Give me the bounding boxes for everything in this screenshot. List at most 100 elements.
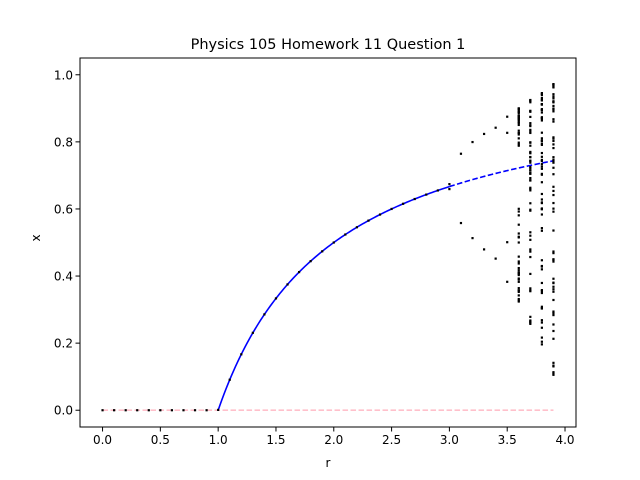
orbit-point: [552, 161, 555, 164]
orbit-point: [517, 289, 520, 292]
orbit-point: [517, 223, 520, 226]
orbit-point: [540, 268, 543, 271]
orbit-point: [529, 101, 532, 104]
orbit-point: [529, 159, 532, 162]
orbit-point: [517, 214, 520, 217]
orbit-point: [540, 340, 543, 343]
orbit-point: [540, 158, 543, 161]
orbit-point: [540, 281, 543, 285]
orbit-point: [540, 163, 543, 166]
orbit-point: [529, 161, 532, 164]
orbit-point: [552, 260, 555, 263]
orbit-point: [540, 103, 543, 106]
y-tick-label: 0.8: [54, 135, 73, 149]
orbit-point: [159, 409, 162, 412]
orbit-point: [471, 237, 474, 240]
unstable-fixed-point-line: [449, 160, 554, 188]
orbit-point: [552, 288, 555, 291]
orbit-point: [540, 92, 543, 95]
x-tick-label: 3.0: [440, 433, 459, 447]
orbit-point: [540, 94, 543, 97]
orbit-point: [286, 283, 289, 286]
orbit-point: [552, 110, 555, 113]
orbit-point: [298, 271, 301, 274]
orbit-point: [552, 285, 555, 288]
orbit-point: [529, 250, 532, 253]
orbit-point: [367, 219, 370, 222]
orbit-point: [552, 156, 555, 159]
orbit-point: [529, 272, 532, 276]
y-tick-label: 0.4: [54, 270, 73, 284]
orbit-point: [529, 186, 532, 189]
chart-title: Physics 105 Homework 11 Question 1: [191, 37, 466, 53]
orbit-point: [517, 255, 520, 258]
orbit-point: [517, 266, 520, 270]
orbit-point: [552, 329, 555, 333]
orbit-point: [552, 207, 555, 210]
orbit-point: [552, 107, 555, 110]
orbit-point: [344, 233, 347, 236]
orbit-point: [552, 193, 555, 197]
orbit-point: [552, 139, 555, 143]
plot-area: [101, 83, 555, 412]
orbit-point: [517, 141, 520, 144]
orbit-point: [506, 131, 509, 134]
orbit-point: [552, 313, 555, 317]
orbit-point: [529, 124, 532, 127]
orbit-point: [529, 287, 532, 290]
orbit-point: [540, 213, 543, 216]
orbit-point: [517, 210, 520, 213]
orbit-point: [517, 123, 520, 127]
orbit-point: [529, 141, 532, 144]
orbit-point: [390, 207, 393, 211]
orbit-point: [552, 104, 555, 108]
orbit-point: [517, 111, 520, 115]
orbit-point: [552, 83, 555, 86]
x-tick-label: 2.0: [324, 433, 343, 447]
orbit-point: [540, 326, 543, 329]
y-tick-label: 0.0: [54, 404, 73, 418]
orbit-point: [517, 262, 520, 265]
orbit-point: [321, 250, 324, 253]
orbit-point: [552, 311, 555, 315]
orbit-point: [228, 378, 231, 381]
orbit-point: [263, 313, 266, 316]
orbit-point: [552, 160, 555, 163]
orbit-point: [517, 287, 520, 290]
orbit-point: [309, 260, 312, 263]
orbit-point: [517, 143, 520, 146]
orbit-point: [124, 409, 127, 412]
orbit-point: [529, 115, 532, 119]
orbit-point: [506, 115, 509, 118]
orbit-point: [517, 271, 520, 274]
orbit-point: [552, 258, 555, 261]
orbit-point: [494, 126, 497, 129]
orbit-point: [482, 248, 486, 251]
orbit-point: [274, 297, 278, 300]
orbit-point: [517, 131, 520, 134]
orbit-point: [529, 110, 532, 113]
orbit-point: [425, 193, 428, 196]
orbit-point: [552, 298, 555, 302]
y-axis-label: x: [29, 234, 43, 241]
orbit-point: [517, 294, 520, 297]
orbit-point: [552, 136, 555, 139]
orbit-point: [506, 280, 509, 283]
orbit-point: [540, 116, 543, 119]
orbit-point: [540, 131, 543, 134]
orbit-point: [552, 210, 555, 213]
orbit-point: [459, 152, 463, 155]
orbit-point: [529, 202, 532, 205]
orbit-point: [251, 331, 254, 334]
orbit-point: [332, 241, 335, 244]
orbit-point: [552, 166, 555, 169]
orbit-point: [529, 321, 532, 324]
orbit-point: [193, 409, 197, 412]
orbit-point: [540, 142, 543, 145]
orbit-point: [552, 371, 555, 374]
orbit-point: [113, 409, 116, 412]
orbit-point: [529, 171, 532, 175]
orbit-point: [517, 129, 520, 132]
orbit-point: [517, 109, 520, 112]
